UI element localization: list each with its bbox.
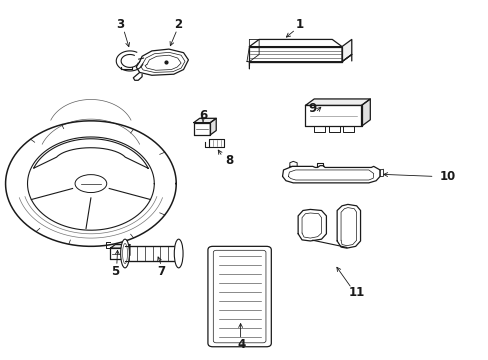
Text: 2: 2 (174, 18, 183, 31)
Polygon shape (336, 204, 360, 248)
Polygon shape (125, 244, 130, 259)
Polygon shape (110, 248, 125, 259)
Polygon shape (34, 139, 148, 168)
Polygon shape (193, 123, 210, 135)
Polygon shape (125, 246, 178, 261)
Polygon shape (282, 166, 379, 183)
Polygon shape (305, 99, 369, 105)
Polygon shape (193, 118, 216, 123)
Text: 4: 4 (238, 338, 245, 351)
Text: 9: 9 (308, 102, 316, 115)
Text: 10: 10 (439, 170, 455, 183)
Polygon shape (361, 99, 369, 126)
Text: 5: 5 (111, 265, 119, 278)
Polygon shape (298, 210, 326, 241)
Polygon shape (305, 105, 361, 126)
Polygon shape (249, 46, 341, 62)
Ellipse shape (174, 239, 183, 268)
Ellipse shape (121, 239, 129, 268)
Text: 1: 1 (295, 18, 303, 31)
Polygon shape (210, 118, 216, 135)
Text: 11: 11 (348, 287, 364, 300)
Polygon shape (249, 40, 341, 46)
Text: 6: 6 (199, 109, 207, 122)
Polygon shape (209, 139, 224, 147)
Text: 3: 3 (116, 18, 124, 31)
Polygon shape (341, 40, 351, 62)
Text: 7: 7 (157, 265, 165, 278)
FancyBboxPatch shape (213, 250, 265, 343)
Polygon shape (110, 244, 130, 248)
FancyBboxPatch shape (207, 246, 271, 347)
Text: 8: 8 (225, 154, 234, 167)
Polygon shape (136, 49, 188, 75)
